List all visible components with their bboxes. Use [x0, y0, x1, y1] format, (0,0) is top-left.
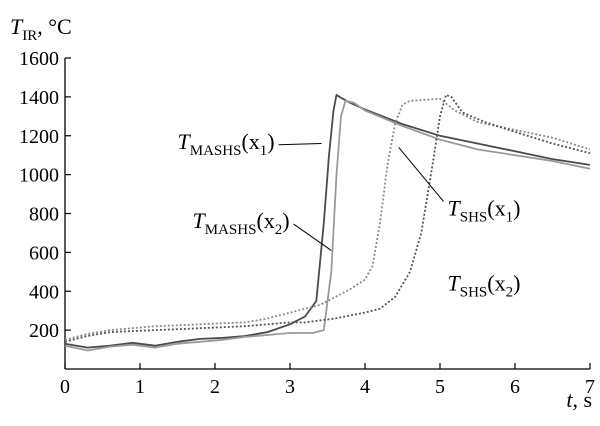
x-tick-label: 1 [135, 376, 145, 398]
series-label-close: ) [267, 129, 274, 154]
y-axis-label: TIR, °C [10, 14, 72, 44]
x-tick-label: 7 [585, 376, 595, 398]
x-axis-unit: , s [572, 387, 592, 412]
series-label-arg-sub: 2 [275, 222, 283, 238]
series-label-main: T [448, 270, 462, 295]
x-axis-label: t, s [566, 387, 592, 412]
leader-line-3 [398, 147, 444, 202]
x-tick-label: 5 [435, 376, 445, 398]
y-tick-label: 200 [29, 320, 59, 342]
series-label-arg: (x [487, 195, 505, 220]
x-tick-label: 4 [360, 376, 370, 398]
series-label-arg-sub: 2 [506, 284, 514, 300]
series-label-main: T [448, 195, 462, 220]
series-line-3 [64, 97, 591, 341]
y-axis-symbol: T [10, 14, 24, 39]
x-tick-label: 0 [60, 376, 70, 398]
series-label-close: ) [513, 195, 520, 220]
leader-line-1 [278, 143, 322, 146]
x-tick-label: 2 [210, 376, 220, 398]
series-line-2 [64, 99, 591, 352]
series-label-arg: (x [241, 129, 259, 154]
series-label-arg-sub: 1 [506, 209, 514, 225]
series-label-4: TSHS(x2) [448, 270, 521, 300]
y-tick-label: 1400 [19, 87, 59, 109]
series-label-sub: SHS [460, 284, 488, 300]
y-tick-label: 1600 [19, 48, 59, 70]
series-label-main: T [193, 208, 207, 233]
series-label-arg: (x [487, 270, 505, 295]
series-label-3: TSHS(x1) [448, 195, 521, 225]
y-tick-label: 1200 [19, 126, 59, 148]
series-label-close: ) [282, 208, 289, 233]
series-label-main: T [178, 129, 192, 154]
x-axis-symbol: t [566, 387, 573, 412]
series-line-1 [64, 94, 591, 349]
y-tick-label: 400 [29, 281, 59, 303]
y-tick-label: 800 [29, 204, 59, 226]
series-label-arg: (x [256, 208, 274, 233]
x-tick-label: 3 [285, 376, 295, 398]
x-tick-label: 6 [510, 376, 520, 398]
series-label-sub: MASHS [205, 222, 257, 238]
series-label-arg-sub: 1 [260, 143, 268, 159]
series-label-1: TMASHS(x1) [178, 129, 275, 159]
leader-line-2 [293, 223, 332, 251]
series-label-sub: SHS [460, 209, 488, 225]
y-tick-label: 600 [29, 242, 59, 264]
y-axis-unit: , °C [37, 14, 71, 39]
annotation-layer: TMASHS(x1)TMASHS(x2)TSHS(x1)TSHS(x2) [178, 129, 521, 301]
y-tick-label: 1000 [19, 165, 59, 187]
series-layer [64, 94, 591, 352]
series-label-2: TMASHS(x2) [193, 208, 290, 238]
series-label-close: ) [513, 270, 520, 295]
series-label-sub: MASHS [190, 143, 242, 159]
y-axis-subscript: IR [22, 28, 37, 44]
